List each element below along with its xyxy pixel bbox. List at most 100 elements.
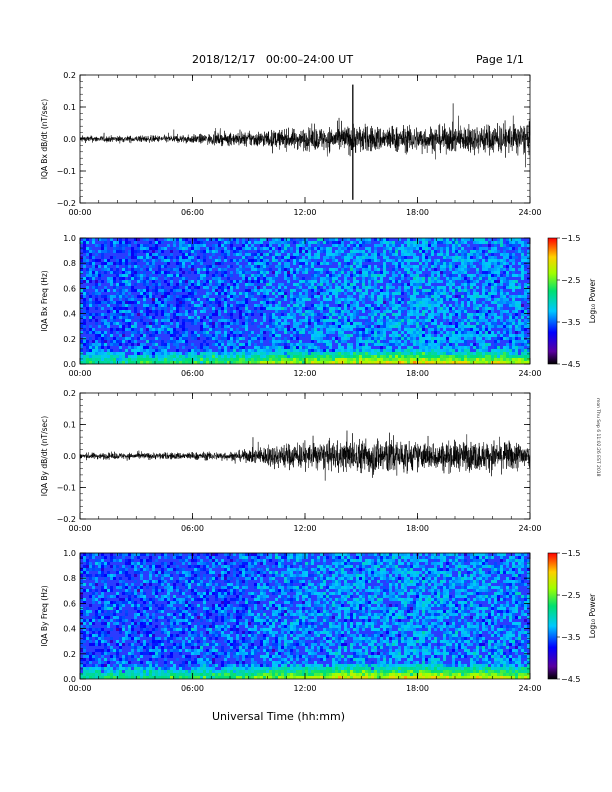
spectrogram-cell: [359, 295, 362, 298]
spectrogram-cell: [356, 238, 359, 241]
spectrogram-cell: [176, 340, 179, 343]
spectrogram-cell: [221, 319, 224, 322]
spectrogram-cell: [92, 331, 95, 334]
spectrogram-cell: [92, 583, 95, 586]
spectrogram-cell: [95, 337, 98, 340]
spectrogram-cell: [125, 322, 128, 325]
spectrogram-cell: [83, 244, 86, 247]
spectrogram-cell: [476, 331, 479, 334]
spectrogram-cell: [425, 325, 428, 328]
spectrogram-cell: [359, 328, 362, 331]
spectrogram-cell: [506, 274, 509, 277]
spectrogram-cell: [506, 313, 509, 316]
spectrogram-cell: [104, 337, 107, 340]
spectrogram-cell: [512, 259, 515, 262]
spectrogram-cell: [236, 295, 239, 298]
spectrogram-cell: [479, 352, 482, 355]
spectrogram-cell: [269, 316, 272, 319]
spectrogram-cell: [254, 319, 257, 322]
spectrogram-cell: [437, 358, 440, 361]
spectrogram-cell: [80, 358, 83, 361]
spectrogram-cell: [413, 256, 416, 259]
spectrogram-cell: [416, 322, 419, 325]
spectrogram-cell: [113, 310, 116, 313]
spectrogram-cell: [287, 241, 290, 244]
spectrogram-cell: [383, 355, 386, 358]
spectrogram-cell: [200, 319, 203, 322]
spectrogram-cell: [227, 337, 230, 340]
spectrogram-cell: [134, 238, 137, 241]
spectrogram-cell: [515, 313, 518, 316]
spectrogram-cell: [161, 352, 164, 355]
spectrogram-cell: [86, 358, 89, 361]
spectrogram-cell: [242, 268, 245, 271]
spectrogram-cell: [410, 241, 413, 244]
spectrogram-cell: [152, 331, 155, 334]
spectrogram-cell: [371, 331, 374, 334]
spectrogram-cell: [284, 295, 287, 298]
spectrogram-cell: [95, 559, 98, 562]
spectrogram-cell: [359, 259, 362, 262]
spectrogram-cell: [491, 331, 494, 334]
spectrogram-cell: [353, 286, 356, 289]
spectrogram-cell: [296, 253, 299, 256]
spectrogram-cell: [107, 310, 110, 313]
spectrogram-cell: [107, 325, 110, 328]
spectrogram-cell: [455, 352, 458, 355]
spectrogram-cell: [413, 334, 416, 337]
spectrogram-cell: [113, 244, 116, 247]
spectrogram-cell: [290, 337, 293, 340]
spectrogram-cell: [278, 319, 281, 322]
spectrogram-cell: [320, 271, 323, 274]
spectrogram-cell: [137, 280, 140, 283]
spectrogram-cell: [488, 352, 491, 355]
spectrogram-cell: [155, 313, 158, 316]
spectrogram-cell: [233, 238, 236, 241]
spectrogram-cell: [284, 355, 287, 358]
spectrogram-cell: [413, 268, 416, 271]
spectrogram-cell: [89, 619, 92, 622]
spectrogram-cell: [89, 316, 92, 319]
spectrogram-cell: [479, 346, 482, 349]
spectrogram-cell: [482, 310, 485, 313]
spectrogram-cell: [113, 319, 116, 322]
spectrogram-cell: [299, 262, 302, 265]
spectrogram-cell: [101, 559, 104, 562]
spectrogram-cell: [200, 358, 203, 361]
spectrogram-cell: [434, 319, 437, 322]
spectrogram-cell: [524, 355, 527, 358]
spectrogram-cell: [470, 337, 473, 340]
spectrogram-cell: [314, 331, 317, 334]
spectrogram-cell: [347, 274, 350, 277]
spectrogram-cell: [263, 358, 266, 361]
spectrogram-cell: [164, 259, 167, 262]
spectrogram-cell: [101, 256, 104, 259]
spectrogram-cell: [404, 289, 407, 292]
spectrogram-cell: [428, 280, 431, 283]
spectrogram-cell: [101, 295, 104, 298]
spectrogram-cell: [455, 301, 458, 304]
spectrogram-cell: [308, 313, 311, 316]
spectrogram-cell: [233, 259, 236, 262]
spectrogram-cell: [227, 352, 230, 355]
spectrogram-cell: [182, 322, 185, 325]
spectrogram-cell: [380, 313, 383, 316]
spectrogram-cell: [287, 262, 290, 265]
spectrogram-cell: [503, 310, 506, 313]
spectrogram-cell: [209, 355, 212, 358]
spectrogram-cell: [131, 337, 134, 340]
spectrogram-cell: [467, 325, 470, 328]
spectrogram-cell: [200, 310, 203, 313]
spectrogram-cell: [212, 355, 215, 358]
spectrogram-cell: [338, 298, 341, 301]
spectrogram-cell: [371, 313, 374, 316]
spectrogram-cell: [263, 256, 266, 259]
spectrogram-cell: [239, 358, 242, 361]
spectrogram-cell: [437, 259, 440, 262]
spectrogram-cell: [311, 277, 314, 280]
spectrogram-cell: [101, 346, 104, 349]
spectrogram-cell: [308, 280, 311, 283]
spectrogram-cell: [317, 361, 320, 364]
spectrogram-cell: [353, 244, 356, 247]
spectrogram-cell: [365, 337, 368, 340]
